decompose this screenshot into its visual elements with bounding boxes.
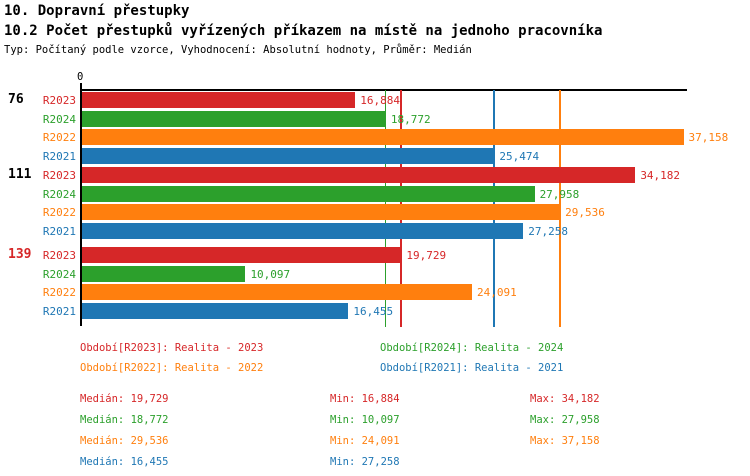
bar-row-label-R2022: R2022 <box>42 206 76 219</box>
y-axis-line <box>80 83 82 326</box>
stats-min-R2021: Min: 27,258 <box>330 456 400 468</box>
bar-R2023 <box>82 92 356 108</box>
bar-R2021 <box>82 302 349 319</box>
stats-max-R2024: Max: 27,958 <box>530 414 600 426</box>
stats-median-R2021: Medián: 16,455 <box>80 456 169 468</box>
bar-row-label-R2021: R2021 <box>42 149 76 163</box>
bar-value-label: 25,474 <box>499 149 540 163</box>
bar-value-label: 27,258 <box>528 224 568 238</box>
bar-value-label: 19,729 <box>406 249 447 262</box>
bar-row-label-R2021: R2021 <box>42 224 76 238</box>
stats-median-R2022: Medián: 29,536 <box>80 435 169 447</box>
bar-value-label: 37,158 <box>688 131 729 144</box>
stats-min-R2023: Min: 16,884 <box>330 393 400 405</box>
bar-row-label-R2024: R2024 <box>42 187 76 201</box>
bar-row-label-R2022: R2022 <box>42 131 76 144</box>
page-title: 10. Dopravní přestupky <box>4 3 190 19</box>
stats-min-R2024: Min: 10,097 <box>330 414 400 426</box>
chart-meta: Typ: Počítaný podle vzorce, Vyhodnocení:… <box>4 44 472 56</box>
bar-value-label: 16,884 <box>360 94 401 107</box>
bar-R2022 <box>82 129 684 145</box>
bar-value-label: 29,536 <box>565 206 605 219</box>
bar-row-label-R2022: R2022 <box>42 286 76 299</box>
page-subtitle: 10.2 Počet přestupků vyřízených příkazem… <box>4 23 603 39</box>
stats-max-R2022: Max: 37,158 <box>530 435 600 447</box>
legend-item-R2023: Období[R2023]: Realita - 2023 <box>80 342 264 354</box>
legend-item-R2024: Období[R2024]: Realita - 2024 <box>380 342 564 354</box>
bar-value-label: 24,091 <box>476 286 517 299</box>
group-label: 111 <box>8 167 32 182</box>
x-axis-line <box>81 89 687 91</box>
bar-R2023 <box>82 247 402 263</box>
bar-value-label: 18,772 <box>390 112 431 126</box>
group-label: 139 <box>8 247 32 262</box>
bar-value-label: 34,182 <box>640 169 681 182</box>
group-label: 76 <box>8 92 24 107</box>
legend-item-R2021: Období[R2021]: Realita - 2021 <box>380 362 564 374</box>
stats-median-R2024: Medián: 18,772 <box>80 414 169 426</box>
bar-value-label: 16,455 <box>353 304 394 318</box>
legend-item-R2022: Období[R2022]: Realita - 2022 <box>80 362 264 374</box>
bar-R2022 <box>82 284 472 300</box>
stats-min-R2022: Min: 24,091 <box>330 435 400 447</box>
bar-value-label: 10,097 <box>250 267 291 281</box>
bar-R2023 <box>82 167 636 183</box>
bar-row-label-R2024: R2024 <box>42 267 76 281</box>
bar-R2022 <box>82 204 561 220</box>
bar-row-label-R2024: R2024 <box>42 112 76 126</box>
bar-row-label-R2023: R2023 <box>42 169 76 182</box>
bar-R2021 <box>82 147 495 164</box>
x-axis-zero-label: 0 <box>77 71 84 83</box>
bar-row-label-R2023: R2023 <box>42 249 76 262</box>
bar-R2021 <box>82 222 524 239</box>
bar-value-label: 27,958 <box>539 187 580 201</box>
bar-R2024 <box>82 110 386 127</box>
bar-R2024 <box>82 265 246 282</box>
stats-median-R2023: Medián: 19,729 <box>80 393 169 405</box>
bar-row-label-R2021: R2021 <box>42 304 76 318</box>
bar-row-label-R2023: R2023 <box>42 94 76 107</box>
stats-max-R2023: Max: 34,182 <box>530 393 600 405</box>
bar-R2024 <box>82 185 535 202</box>
